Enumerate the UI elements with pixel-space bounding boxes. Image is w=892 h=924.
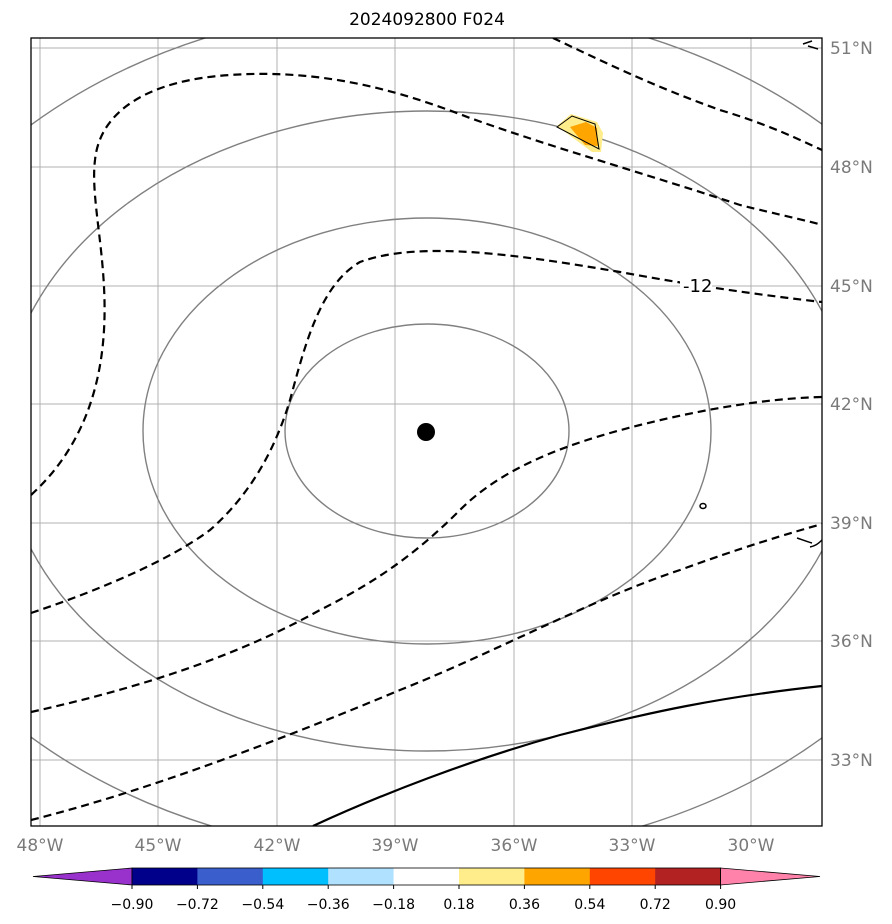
colorbar-segment — [655, 868, 722, 885]
colorbar-extend-low — [32, 867, 133, 886]
contour-line — [31, 395, 822, 714]
colorbar-tick-label: 0.36 — [509, 897, 540, 913]
colorbar-tick-label: −0.90 — [111, 897, 154, 913]
map-title: 2024092800 F024 — [349, 10, 505, 30]
map-frame — [30, 37, 823, 827]
lat-tick-label: 39°N — [830, 514, 873, 534]
shaded-feature — [556, 114, 603, 152]
colorbar-outline — [131, 867, 721, 886]
colorbar-segment — [262, 868, 329, 885]
contour-line — [31, 72, 822, 496]
lon-tick-label: 30°W — [728, 836, 775, 856]
lon-tick-label: 33°W — [609, 836, 656, 856]
range-ring — [284, 323, 570, 539]
colorbar-tick-label: 0.54 — [574, 897, 605, 913]
lon-tick-label: 48°W — [17, 836, 64, 856]
lat-tick-label: 36°N — [830, 632, 873, 652]
contour-label: -12 — [683, 276, 712, 297]
contour-line — [31, 522, 822, 822]
small-contour — [699, 502, 707, 510]
colorbar-tick-label: −0.54 — [241, 897, 284, 913]
lat-tick-label: 45°N — [830, 277, 873, 297]
range-ring — [31, 38, 822, 826]
lat-tick-labels: 51°N 48°N 45°N 42°N 39°N 36°N 33°N — [830, 39, 873, 771]
range-rings — [31, 38, 822, 826]
colorbar-segment — [459, 868, 525, 885]
small-contour — [796, 537, 822, 548]
colorbar-tick-label: −0.36 — [307, 897, 350, 913]
dashed-contours — [31, 38, 822, 822]
colorbar-tick-label: 0.18 — [443, 897, 474, 913]
small-contour — [802, 40, 819, 50]
colorbar-tick-label: 0.72 — [640, 897, 671, 913]
colorbar-tick-label: 0.90 — [705, 897, 736, 913]
lat-tick-label: 51°N — [830, 39, 873, 59]
colorbar-segment — [589, 868, 656, 885]
lat-tick-label: 48°N — [830, 158, 873, 178]
contour-label-bg — [680, 274, 712, 294]
lat-tick-label: 33°N — [830, 751, 873, 771]
colorbar-segment — [132, 868, 198, 885]
lon-tick-labels: 48°W 45°W 42°W 39°W 36°W 33°W 30°W — [17, 836, 775, 856]
contour-line — [552, 38, 822, 152]
map-gridlines — [31, 38, 822, 826]
range-ring — [142, 217, 712, 645]
colorbar-segment — [524, 868, 591, 885]
contour-line — [31, 249, 822, 615]
storm-center-marker — [417, 423, 435, 441]
colorbar-segment — [328, 868, 395, 885]
colorbar-tick-label: −0.18 — [372, 897, 415, 913]
colorbar-segment — [393, 868, 460, 885]
lon-tick-label: 45°W — [135, 836, 182, 856]
lon-tick-label: 36°W — [491, 836, 538, 856]
lon-tick-label: 42°W — [254, 836, 301, 856]
lon-tick-label: 39°W — [372, 836, 419, 856]
colorbar: −0.90 −0.72 −0.54 −0.36 −0.18 0.18 0.36 0.54 0.7… — [32, 867, 821, 913]
colorbar-segment — [197, 868, 264, 885]
colorbar-extend-high — [720, 867, 821, 886]
range-ring — [31, 110, 822, 752]
lat-tick-label: 42°N — [830, 395, 873, 415]
colorbar-tick-label: −0.72 — [176, 897, 219, 913]
solid-contour — [312, 684, 822, 826]
